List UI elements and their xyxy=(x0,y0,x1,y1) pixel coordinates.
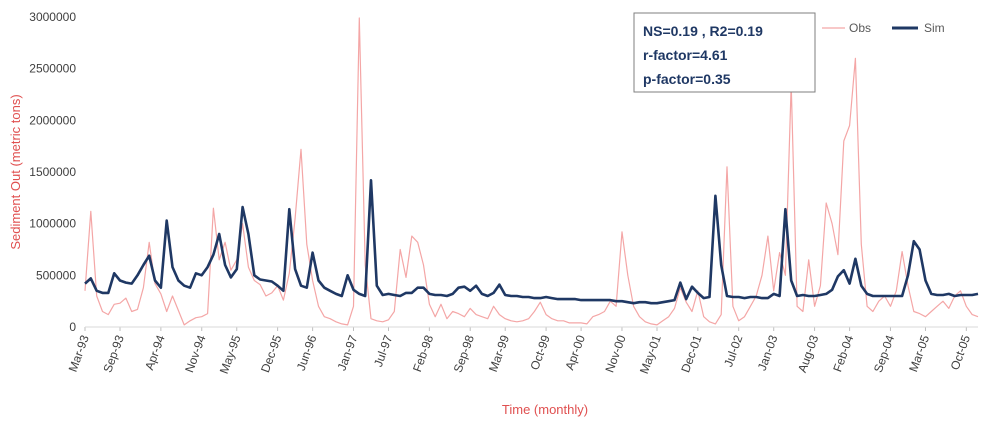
legend: Obs Sim xyxy=(822,21,945,35)
legend-obs-label: Obs xyxy=(849,21,871,35)
series-layer xyxy=(84,17,979,326)
y-tick-label: 2000000 xyxy=(29,113,76,127)
stats-line-p-factor: p-factor=0.35 xyxy=(643,71,731,87)
stats-line-r-factor: r-factor=4.61 xyxy=(643,47,728,63)
series-line-obs xyxy=(84,17,979,326)
y-tick-label: 1000000 xyxy=(29,217,76,231)
y-axis-title: Sediment Out (metric tons) xyxy=(8,94,23,249)
stats-annotation: NS=0.19 , R2=0.19 r-factor=4.61 p-factor… xyxy=(633,12,816,93)
y-tick-label: 1500000 xyxy=(29,165,76,179)
y-axis-ticks: 0 500000 1000000 1500000 2000000 2500000 30000… xyxy=(29,10,76,334)
stats-line-ns-r2: NS=0.19 , R2=0.19 xyxy=(643,23,763,39)
y-tick-label: 0 xyxy=(69,320,76,334)
y-tick-label: 500000 xyxy=(36,268,76,282)
x-axis-title: Time (monthly) xyxy=(502,402,588,417)
y-tick-label: 2500000 xyxy=(29,62,76,76)
stats-box xyxy=(633,12,816,93)
y-tick-label: 3000000 xyxy=(29,10,76,24)
series-line-sim xyxy=(84,179,979,305)
legend-sim-label: Sim xyxy=(924,21,945,35)
